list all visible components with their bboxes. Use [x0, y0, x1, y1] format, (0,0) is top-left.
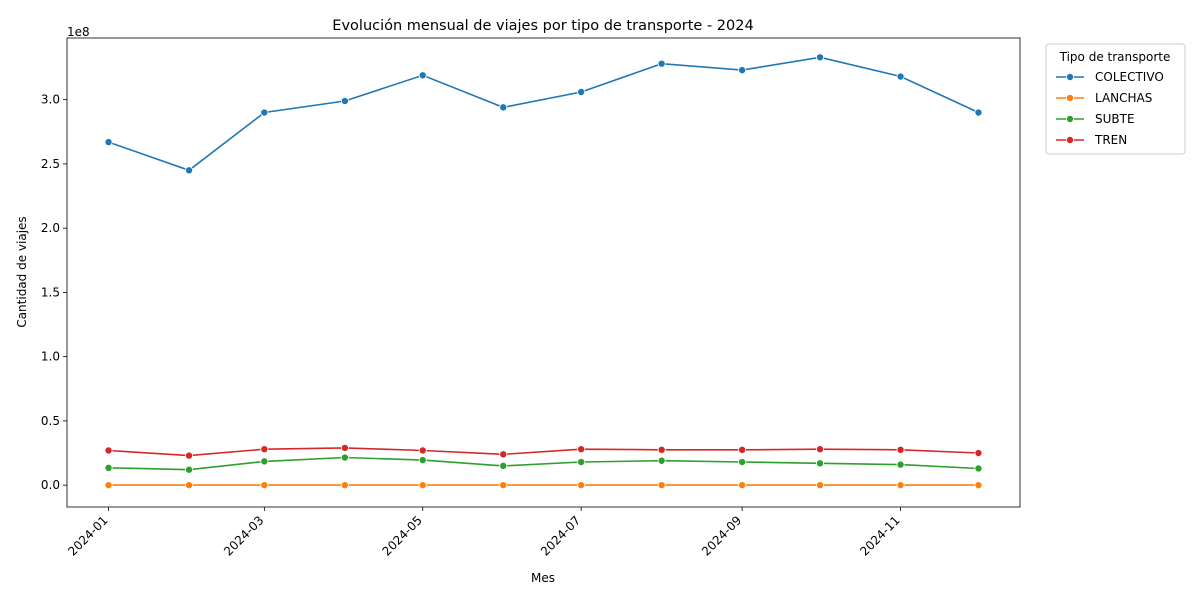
legend-swatch-marker	[1066, 73, 1075, 82]
y-axis: 0.0 0.5 1.0 1.5 2.0 2.5 3.0	[41, 93, 67, 492]
legend-label: TREN	[1094, 133, 1127, 147]
series-line-colectivo	[108, 56, 979, 172]
y-tick-label: 0.0	[41, 478, 60, 492]
legend-frame	[1045, 43, 1186, 155]
legend: Tipo de transporte COLECTIVO LANCHAS SUBTE…	[1045, 43, 1186, 155]
y-tick-label: 2.0	[41, 221, 60, 235]
series-tren	[104, 443, 983, 460]
y-tick-label: 3.0	[41, 93, 60, 107]
x-tick-label: 2024-11	[857, 513, 902, 558]
plot-area-frame	[66, 37, 1021, 508]
data-point-lanchas	[816, 481, 825, 490]
legend-label: SUBTE	[1095, 112, 1135, 126]
data-point-colectivo	[896, 72, 905, 81]
data-point-lanchas	[418, 481, 427, 490]
data-point-subte	[974, 464, 983, 473]
legend-items: COLECTIVO LANCHAS SUBTE TREN	[1056, 70, 1164, 147]
data-point-tren	[577, 445, 586, 454]
data-point-tren	[418, 446, 427, 455]
data-point-tren	[657, 445, 666, 454]
data-point-tren	[260, 445, 269, 454]
legend-swatch-marker	[1066, 115, 1075, 124]
data-point-colectivo	[974, 108, 983, 117]
data-point-tren	[499, 450, 508, 459]
data-point-subte	[185, 465, 194, 474]
series-line-tren	[108, 447, 979, 457]
data-point-subte	[499, 461, 508, 470]
y-tick-label: 1.5	[41, 285, 60, 299]
data-point-tren	[896, 445, 905, 454]
data-point-tren	[816, 445, 825, 454]
data-point-tren	[974, 449, 983, 458]
data-point-lanchas	[499, 481, 508, 490]
y-tick-label: 2.5	[41, 157, 60, 171]
data-point-subte	[738, 458, 747, 467]
series-colectivo	[104, 53, 983, 175]
x-axis-label: Mes	[531, 571, 555, 585]
y-axis-label: Cantidad de viajes	[15, 216, 29, 327]
x-tick-label: 2024-05	[380, 513, 425, 558]
data-point-lanchas	[104, 481, 113, 490]
legend-swatch-marker	[1066, 135, 1075, 144]
data-point-tren	[340, 443, 349, 452]
data-point-subte	[657, 456, 666, 465]
y-axis-multiplier: 1e8	[67, 25, 90, 39]
x-tick-label: 2024-01	[65, 513, 110, 558]
data-point-lanchas	[577, 481, 586, 490]
data-point-lanchas	[185, 481, 194, 490]
data-point-subte	[340, 453, 349, 462]
y-tick-label: 1.0	[41, 350, 60, 364]
series-subte	[104, 453, 983, 474]
data-point-tren	[104, 446, 113, 455]
data-point-colectivo	[418, 71, 427, 80]
data-point-subte	[577, 458, 586, 467]
legend-title: Tipo de transporte	[1059, 50, 1171, 64]
data-point-subte	[896, 460, 905, 469]
data-point-colectivo	[577, 87, 586, 96]
series-line-subte	[108, 456, 979, 471]
data-point-subte	[104, 463, 113, 472]
data-point-lanchas	[896, 481, 905, 490]
plot-marks	[104, 53, 983, 490]
x-tick-label: 2024-09	[699, 513, 744, 558]
data-point-colectivo	[499, 103, 508, 112]
data-point-colectivo	[816, 53, 825, 62]
data-point-subte	[418, 456, 427, 465]
legend-item-lanchas: LANCHAS	[1056, 91, 1152, 105]
x-tick-label: 2024-03	[221, 513, 266, 558]
data-point-lanchas	[260, 481, 269, 490]
legend-label: LANCHAS	[1095, 91, 1152, 105]
data-point-subte	[260, 457, 269, 466]
data-point-colectivo	[738, 66, 747, 75]
x-axis: 2024-01 2024-03 2024-05 2024-07 2024-09 2024-…	[65, 507, 903, 559]
data-point-colectivo	[657, 59, 666, 68]
data-point-lanchas	[657, 481, 666, 490]
data-point-colectivo	[340, 96, 349, 105]
data-point-colectivo	[104, 138, 113, 147]
legend-item-tren: TREN	[1056, 133, 1127, 147]
data-point-colectivo	[260, 108, 269, 117]
x-tick-label: 2024-07	[538, 513, 583, 558]
data-point-tren	[185, 451, 194, 460]
data-point-tren	[738, 445, 747, 454]
legend-item-colectivo: COLECTIVO	[1056, 70, 1164, 84]
legend-label: COLECTIVO	[1095, 70, 1164, 84]
legend-swatch-marker	[1066, 94, 1075, 103]
data-point-lanchas	[738, 481, 747, 490]
data-point-lanchas	[974, 481, 983, 490]
chart-title: Evolución mensual de viajes por tipo de …	[332, 18, 753, 34]
legend-item-subte: SUBTE	[1056, 112, 1135, 126]
series-lanchas	[104, 481, 983, 490]
data-point-lanchas	[340, 481, 349, 490]
data-point-colectivo	[185, 166, 194, 175]
data-point-subte	[816, 459, 825, 468]
y-tick-label: 0.5	[41, 414, 60, 428]
